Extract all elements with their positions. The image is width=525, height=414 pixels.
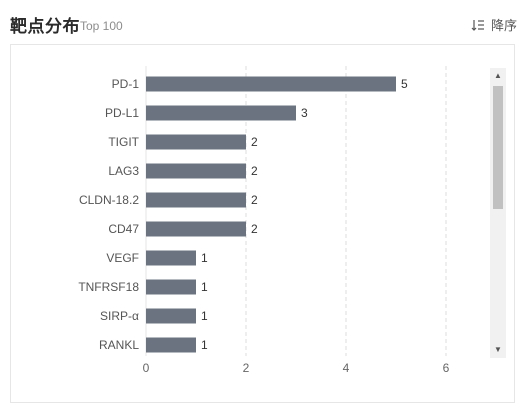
bar (146, 163, 246, 179)
y-category-label: SIRP-α (100, 309, 139, 323)
bar (146, 105, 296, 121)
bar (146, 250, 196, 266)
x-tick-label: 2 (243, 361, 250, 375)
y-category-label: CLDN-18.2 (79, 193, 139, 207)
sort-toggle-button[interactable]: 降序 (471, 15, 517, 34)
sort-descending-icon (471, 19, 484, 31)
y-category-label: VEGF (106, 251, 139, 265)
bar-value-label: 2 (251, 135, 258, 149)
sort-label: 降序 (490, 18, 517, 33)
y-category-label: PD-L1 (105, 106, 139, 120)
bar (146, 221, 246, 237)
bar (146, 308, 196, 324)
y-category-label: CD47 (108, 222, 139, 236)
chart-card (10, 44, 515, 403)
chart-header: 靶点分布 Top 100 降序 (10, 12, 517, 36)
y-category-label: TIGIT (108, 135, 139, 149)
bar (146, 76, 396, 92)
bar-value-label: 1 (201, 309, 208, 323)
bar-value-label: 1 (201, 338, 208, 352)
y-category-label: TNFRSF18 (78, 280, 139, 294)
x-tick-label: 6 (443, 361, 450, 375)
chart-subtitle: Top 100 (80, 19, 123, 33)
y-category-label: RANKL (99, 338, 139, 352)
chart-scrollbar[interactable]: ▲ ▼ (490, 68, 506, 358)
bar (146, 337, 196, 353)
y-category-label: PD-1 (112, 77, 140, 91)
bar-value-label: 2 (251, 222, 258, 236)
bar-value-label: 3 (301, 106, 308, 120)
bar (146, 134, 246, 150)
bar-value-label: 2 (251, 193, 258, 207)
bar-value-label: 1 (201, 280, 208, 294)
bar-value-label: 2 (251, 164, 258, 178)
scroll-thumb[interactable] (493, 86, 503, 209)
chart-title: 靶点分布 (10, 17, 80, 36)
bar-value-label: 5 (401, 77, 408, 91)
bar-value-label: 1 (201, 251, 208, 265)
y-category-label: LAG3 (108, 164, 139, 178)
x-tick-label: 0 (143, 361, 150, 375)
x-tick-label: 4 (343, 361, 350, 375)
scroll-down-icon[interactable]: ▼ (494, 345, 502, 354)
scroll-up-icon[interactable]: ▲ (494, 71, 502, 80)
bar (146, 192, 246, 208)
bar (146, 279, 196, 295)
